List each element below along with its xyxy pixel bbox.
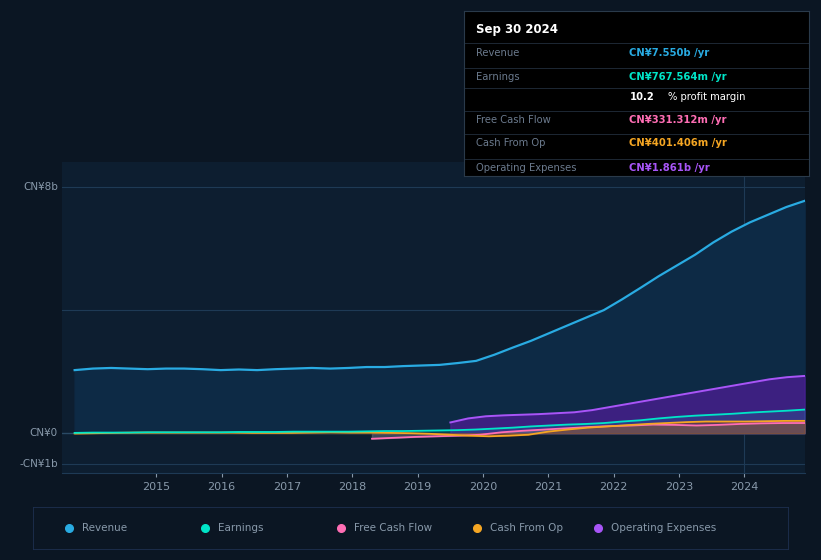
Text: Free Cash Flow: Free Cash Flow	[476, 115, 551, 125]
Text: CN¥1.861b /yr: CN¥1.861b /yr	[630, 163, 710, 173]
Text: Free Cash Flow: Free Cash Flow	[354, 523, 432, 533]
Text: CN¥767.564m /yr: CN¥767.564m /yr	[630, 72, 727, 82]
Text: Sep 30 2024: Sep 30 2024	[476, 23, 558, 36]
Text: CN¥0: CN¥0	[30, 428, 57, 438]
Text: Operating Expenses: Operating Expenses	[476, 163, 576, 173]
Text: CN¥401.406m /yr: CN¥401.406m /yr	[630, 138, 727, 148]
Text: Earnings: Earnings	[476, 72, 520, 82]
Text: Revenue: Revenue	[82, 523, 127, 533]
Text: CN¥8b: CN¥8b	[23, 182, 57, 192]
Text: CN¥331.312m /yr: CN¥331.312m /yr	[630, 115, 727, 125]
Text: % profit margin: % profit margin	[668, 92, 745, 102]
Text: Revenue: Revenue	[476, 48, 520, 58]
Text: Cash From Op: Cash From Op	[476, 138, 545, 148]
Text: Cash From Op: Cash From Op	[490, 523, 563, 533]
Text: 10.2: 10.2	[630, 92, 654, 102]
Text: CN¥7.550b /yr: CN¥7.550b /yr	[630, 48, 709, 58]
Text: -CN¥1b: -CN¥1b	[19, 459, 57, 469]
Text: Earnings: Earnings	[218, 523, 264, 533]
Text: Operating Expenses: Operating Expenses	[611, 523, 716, 533]
